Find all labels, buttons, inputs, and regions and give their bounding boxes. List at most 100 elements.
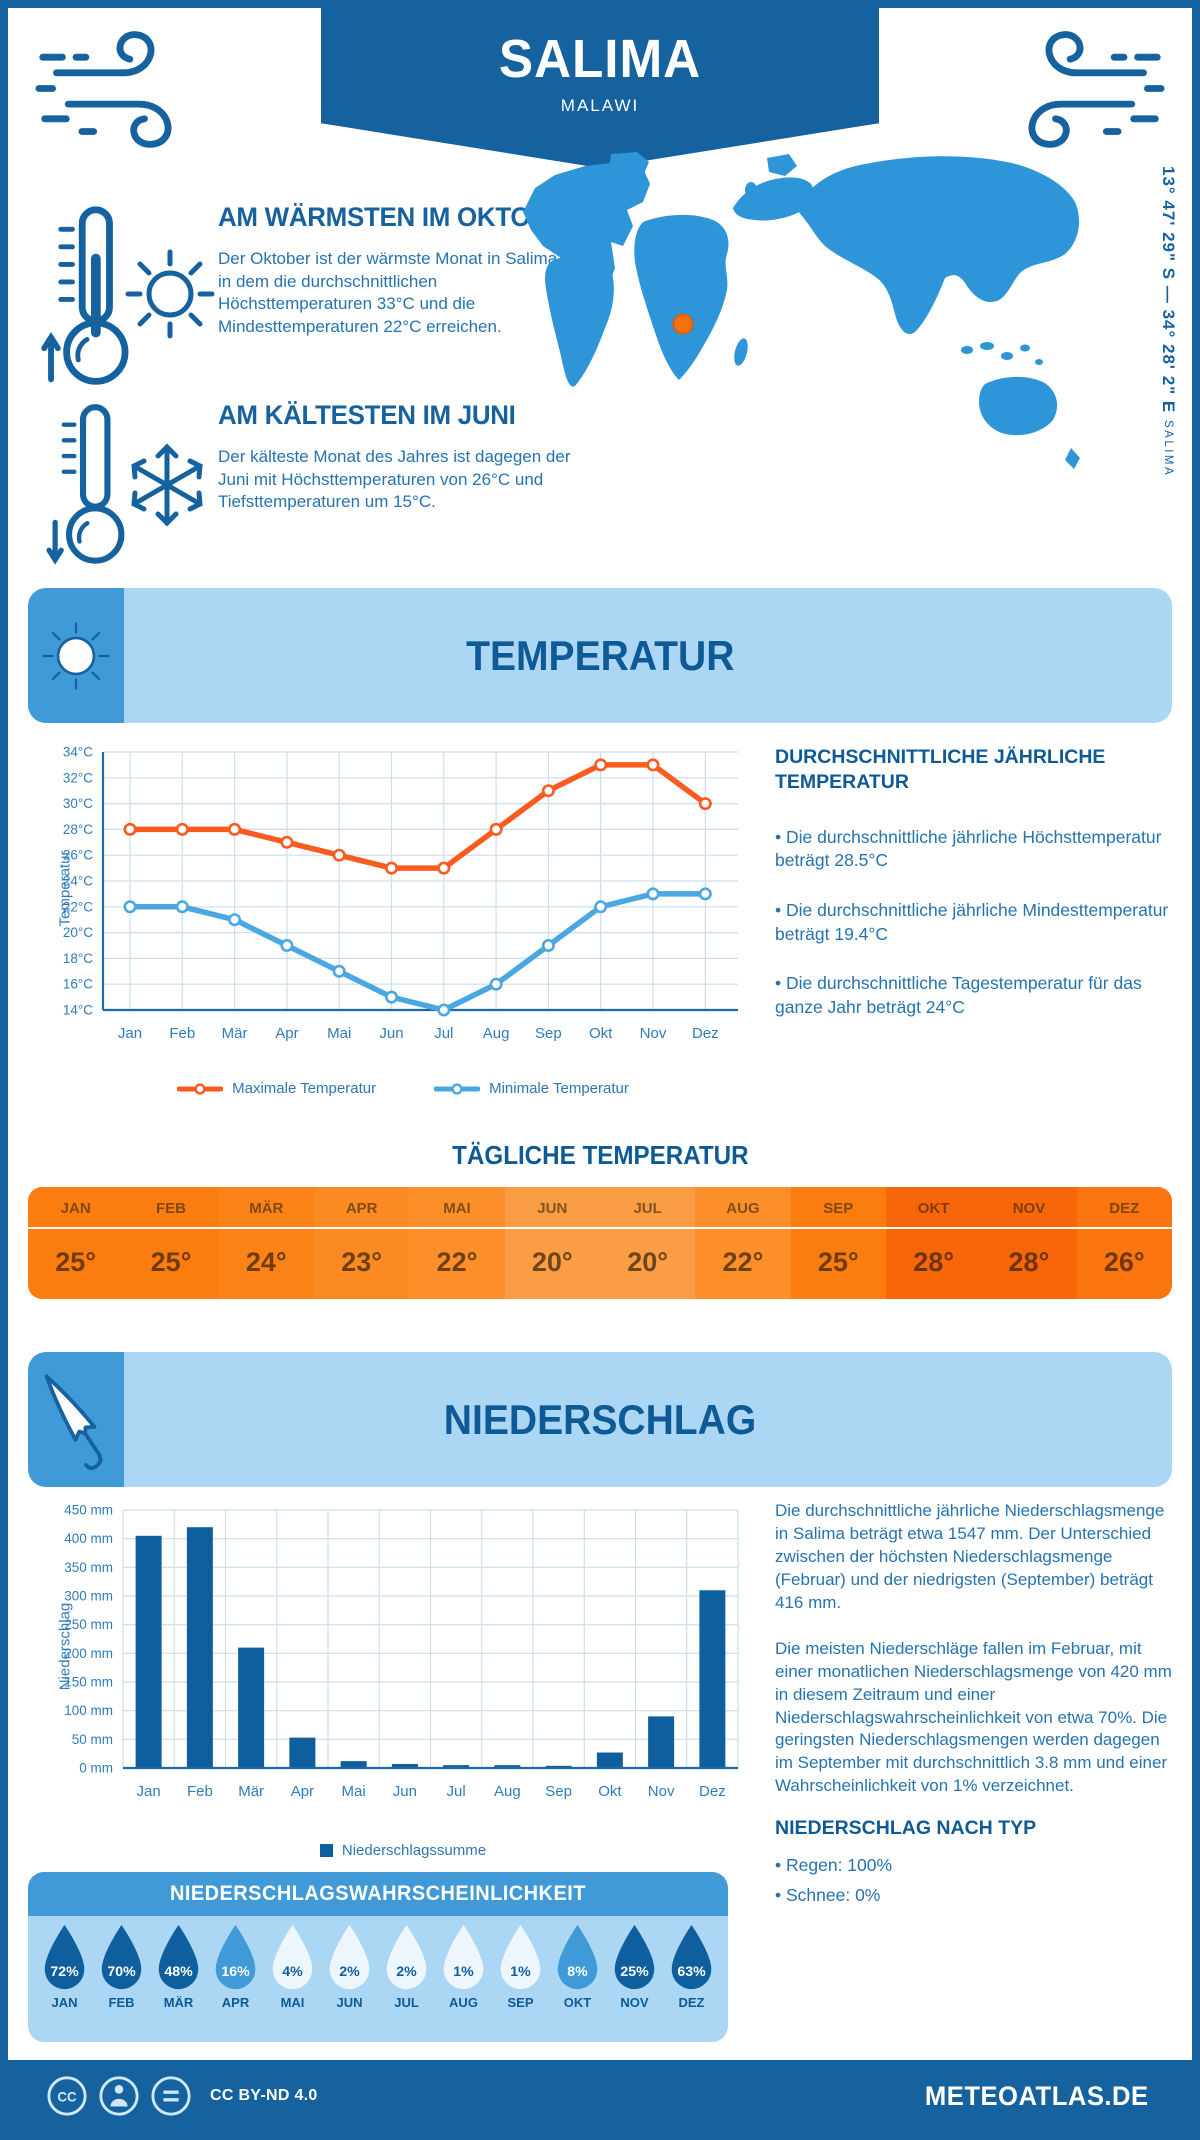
svg-text:400 mm: 400 mm: [64, 1531, 113, 1546]
temperature-chart: Temperatur 14°C 16°C 18°C 20°C 22°C 24°C 26°C 2…: [38, 740, 768, 1052]
month-temp-cell: JUL 20°: [599, 1187, 696, 1299]
svg-text:Sep: Sep: [545, 1783, 572, 1800]
svg-text:14°C: 14°C: [63, 1003, 93, 1018]
coldest-month-section: AM KÄLTESTEN IM JUNI Der kälteste Monat …: [40, 396, 580, 576]
svg-text:34°C: 34°C: [63, 745, 93, 760]
svg-text:4%: 4%: [282, 1963, 303, 1979]
coordinates-city: SALIMA: [1162, 420, 1174, 478]
month-temp-cell: MAI 22°: [409, 1187, 505, 1299]
svg-text:Nov: Nov: [640, 1025, 667, 1042]
svg-text:250 mm: 250 mm: [64, 1617, 113, 1632]
coldest-text: Der kälteste Monat des Jahres ist dagege…: [218, 447, 571, 512]
license-label: CC BY-ND 4.0: [210, 2087, 318, 2104]
svg-text:Mär: Mär: [238, 1783, 264, 1800]
svg-text:200 mm: 200 mm: [64, 1646, 113, 1661]
max-temp-legend-item: Maximale Temperatur: [177, 1080, 376, 1097]
month-temp-cell: JUN 20°: [504, 1187, 600, 1299]
probability-droplet: 16% APR: [209, 1923, 263, 2042]
svg-text:24°C: 24°C: [63, 874, 93, 889]
svg-text:CC: CC: [57, 2089, 77, 2104]
world-map: [523, 152, 1080, 469]
svg-text:48%: 48%: [164, 1963, 193, 1979]
svg-text:Jun: Jun: [393, 1783, 417, 1800]
footer: CC CC BY-ND 4.0 METEOATLAS.DE: [8, 2060, 1192, 2132]
svg-text:63%: 63%: [677, 1963, 706, 1979]
svg-text:450 mm: 450 mm: [64, 1503, 113, 1518]
svg-text:Jul: Jul: [434, 1025, 453, 1042]
page-title: SALIMA: [498, 29, 702, 89]
droplet-icon: 1%: [443, 1925, 484, 1990]
annual-bullet: Die durchschnittliche jährliche Höchstte…: [775, 826, 1175, 873]
svg-text:0 mm: 0 mm: [79, 1761, 113, 1776]
svg-text:Feb: Feb: [169, 1025, 195, 1042]
droplet-icon: 16%: [215, 1925, 256, 1990]
site-name: METEOATLAS.DE: [924, 2080, 1149, 2111]
precipitation-type-title: NIEDERSCHLAG NACH TYP: [775, 1817, 1037, 1840]
coldest-title: AM KÄLTESTEN IM JUNI: [218, 400, 516, 430]
svg-text:28°C: 28°C: [63, 822, 93, 837]
precipitation-bar-chart: 0 mm 50 mm 100 mm 150 mm 200 mm 250 mm 300 mm 3…: [64, 1503, 739, 1800]
probability-droplet: 4% MAI: [266, 1923, 320, 2042]
svg-text:Dez: Dez: [692, 1025, 719, 1042]
precipitation-paragraph-1: Die durchschnittliche jährliche Niedersc…: [775, 1501, 1165, 1612]
month-temp-cell: SEP 25°: [790, 1187, 886, 1299]
temperature-line-chart: 14°C 16°C 18°C 20°C 22°C 24°C 26°C 28°C 30°C 32°C…: [63, 745, 738, 1042]
cc-icon: CC: [47, 2076, 87, 2116]
month-temp-cell: DEZ 26°: [1076, 1187, 1172, 1299]
svg-text:350 mm: 350 mm: [64, 1560, 113, 1575]
license-block: CC CC BY-ND 4.0: [46, 2075, 318, 2117]
svg-text:25%: 25%: [620, 1963, 649, 1979]
svg-text:16°C: 16°C: [63, 977, 93, 992]
precip-legend-marker: [319, 1844, 333, 1857]
svg-text:2%: 2%: [396, 1963, 417, 1979]
monthly-temp-table: JAN 25° FEB 25° MÄR 24° APR 23° MAI 22° JUN 20° JUL 2…: [28, 1187, 1172, 1299]
probability-droplet: 8% OKT: [551, 1923, 605, 2042]
temperature-chart-ylabel: Temperatur: [56, 850, 74, 927]
svg-text:Aug: Aug: [494, 1783, 521, 1800]
cc-nd-icon: [151, 2076, 191, 2116]
svg-text:Jun: Jun: [379, 1025, 403, 1042]
rain-share: Regen: 100%: [775, 1850, 1177, 1880]
svg-text:22°C: 22°C: [63, 899, 93, 914]
svg-text:Mai: Mai: [342, 1783, 366, 1800]
precipitation-chart-ylabel: Niederschlag: [56, 1602, 74, 1691]
droplet-icon: 4%: [272, 1925, 313, 1990]
temperature-banner: TEMPERATUR: [28, 588, 1172, 723]
probability-droplet: 48% MÄR: [152, 1923, 206, 2042]
month-temp-cell: AUG 22°: [695, 1187, 791, 1299]
warmest-month-section: AM WÄRMSTEN IM OKTOBER Der Oktober ist d…: [40, 198, 584, 398]
droplet-icon: 63%: [671, 1925, 712, 1990]
month-temp-cell: APR 23°: [313, 1187, 410, 1299]
month-temp-cell: NOV 28°: [981, 1187, 1077, 1299]
svg-text:Jan: Jan: [137, 1783, 161, 1800]
svg-text:100 mm: 100 mm: [64, 1703, 113, 1718]
cc-by-person-icon: [99, 2076, 139, 2116]
sun-icon: [42, 621, 110, 690]
svg-text:1%: 1%: [510, 1963, 531, 1979]
thermometer-down-icon: [46, 404, 125, 565]
svg-text:70%: 70%: [107, 1963, 136, 1979]
header-banner: SALIMA MALAWI: [321, 8, 879, 168]
max-temp-legend-label: Maximale Temperatur: [232, 1080, 377, 1097]
svg-text:30°C: 30°C: [63, 796, 93, 811]
svg-text:Okt: Okt: [598, 1783, 622, 1800]
umbrella-badge: [28, 1352, 124, 1487]
svg-text:Apr: Apr: [291, 1783, 314, 1800]
probability-droplet: 70% FEB: [95, 1923, 149, 2042]
svg-text:18°C: 18°C: [63, 951, 93, 966]
precipitation-type-bullets: Regen: 100% Schnee: 0%: [775, 1850, 1177, 1910]
svg-text:72%: 72%: [50, 1963, 79, 1979]
coordinates: 13° 47' 29" S — 34° 28' 2" E SALIMA: [1158, 166, 1178, 536]
sun-icon: [125, 249, 215, 339]
thermometer-up-icon: [41, 206, 129, 385]
precip-chart-legend: Niederschlagssumme: [38, 1842, 768, 1859]
droplet-icon: 2%: [386, 1925, 427, 1990]
min-temp-legend-item: Minimale Temperatur: [434, 1080, 629, 1097]
droplet-icon: 8%: [557, 1925, 598, 1990]
svg-text:2%: 2%: [339, 1963, 360, 1979]
max-temp-legend-marker: [177, 1082, 224, 1095]
min-temp-legend-marker: [434, 1082, 481, 1095]
precipitation-banner: NIEDERSCHLAG: [28, 1352, 1172, 1487]
droplet-icon: 72%: [44, 1925, 85, 1990]
